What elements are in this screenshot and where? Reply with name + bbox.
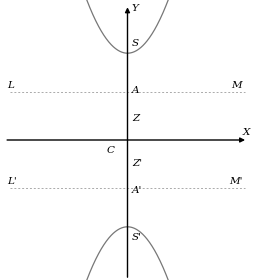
Text: S: S [132,39,139,48]
Text: L': L' [7,178,17,186]
Text: C: C [106,146,114,155]
Text: L: L [7,81,14,90]
Text: M: M [230,81,241,90]
Text: X: X [241,128,249,137]
Text: S': S' [132,234,141,242]
Text: Y: Y [132,4,138,13]
Text: Z': Z' [132,159,141,168]
Text: Z: Z [132,114,139,123]
Text: A': A' [132,186,142,195]
Text: A: A [132,86,139,95]
Text: M': M' [229,178,242,186]
